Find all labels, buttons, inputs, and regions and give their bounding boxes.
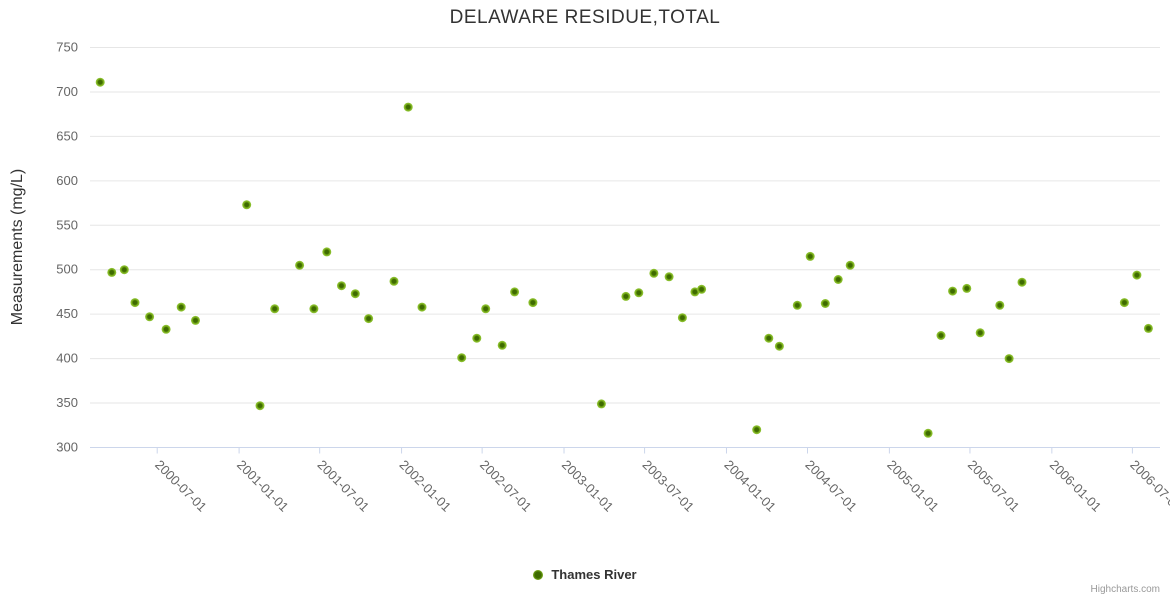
x-axis-label: 2001-07-01 [315, 457, 373, 515]
x-axis-label: 2002-07-01 [477, 457, 535, 515]
data-point[interactable] [833, 275, 843, 284]
data-point[interactable] [497, 340, 507, 350]
data-point[interactable] [191, 315, 200, 325]
data-point[interactable] [95, 77, 105, 87]
data-point[interactable] [145, 312, 155, 322]
data-point[interactable] [634, 288, 644, 298]
data-point[interactable] [1017, 277, 1027, 287]
x-axis-label: 2006-07-01 [1127, 457, 1170, 515]
x-axis-label: 2003-01-01 [559, 457, 617, 515]
y-axis-label: 500 [56, 262, 78, 277]
data-point[interactable] [403, 102, 413, 112]
data-point[interactable] [1143, 323, 1153, 333]
x-axis-label: 2002-01-01 [396, 457, 454, 515]
data-point[interactable] [364, 314, 374, 324]
data-point[interactable] [309, 304, 319, 314]
data-point[interactable] [948, 286, 958, 296]
x-axis-label: 2006-01-01 [1047, 457, 1105, 515]
data-point[interactable] [805, 251, 815, 261]
y-axis-label: 450 [56, 306, 78, 321]
data-point[interactable] [389, 276, 399, 286]
data-point[interactable] [1132, 270, 1142, 280]
data-point[interactable] [510, 287, 520, 297]
data-point[interactable] [962, 283, 972, 293]
x-axis-label: 2001-01-01 [234, 457, 292, 515]
y-axis-label: 700 [56, 84, 78, 99]
x-axis-label: 2003-07-01 [639, 457, 697, 515]
chart-title: DELAWARE RESIDUE,TOTAL [449, 7, 721, 28]
data-point[interactable] [936, 331, 946, 340]
data-point[interactable] [255, 401, 265, 411]
data-point[interactable] [1119, 298, 1129, 308]
data-point[interactable] [107, 267, 117, 277]
data-point[interactable] [995, 300, 1005, 310]
data-point[interactable] [295, 260, 305, 270]
data-point[interactable] [845, 260, 855, 270]
y-axis-label: 300 [56, 440, 78, 455]
x-axis-label: 2005-07-01 [965, 457, 1023, 515]
data-point[interactable] [417, 302, 427, 312]
data-point[interactable] [820, 299, 830, 308]
data-point[interactable] [322, 247, 332, 257]
y-axis-label: 650 [56, 128, 78, 143]
data-point[interactable] [528, 298, 538, 308]
data-point[interactable] [923, 428, 933, 438]
data-point[interactable] [764, 333, 774, 343]
data-point[interactable] [481, 304, 491, 314]
highcharts-credit-link[interactable]: Highcharts.com [1090, 584, 1160, 595]
data-point[interactable] [472, 333, 482, 343]
data-point[interactable] [119, 265, 129, 275]
y-axis-label: 400 [56, 351, 78, 366]
data-point[interactable] [774, 341, 784, 351]
data-point[interactable] [792, 300, 802, 310]
y-axis-label: 600 [56, 173, 78, 188]
data-point[interactable] [677, 313, 687, 323]
data-point[interactable] [752, 425, 762, 435]
y-axis-label: 350 [56, 395, 78, 410]
data-point[interactable] [664, 272, 674, 282]
data-point[interactable] [242, 200, 252, 210]
x-axis-label: 2005-01-01 [884, 457, 942, 515]
legend-item-thames-river[interactable]: Thames River [0, 567, 1170, 582]
data-point[interactable] [270, 304, 280, 314]
legend-marker-icon [533, 569, 544, 580]
data-point[interactable] [596, 399, 606, 409]
x-axis-label: 2004-01-01 [721, 457, 779, 515]
y-axis-label: 750 [56, 40, 78, 55]
data-point[interactable] [457, 353, 467, 363]
data-point[interactable] [130, 298, 140, 308]
legend-series-label: Thames River [551, 567, 637, 582]
data-point[interactable] [621, 291, 631, 301]
x-axis-label: 2004-07-01 [802, 457, 860, 515]
data-point[interactable] [649, 268, 659, 278]
data-point[interactable] [350, 289, 360, 299]
data-point[interactable] [975, 328, 985, 338]
y-axis-label: 550 [56, 217, 78, 232]
data-point[interactable] [161, 324, 171, 334]
x-axis-label: 2000-07-01 [152, 457, 210, 515]
data-point[interactable] [697, 284, 707, 294]
data-point[interactable] [176, 302, 186, 312]
data-point[interactable] [337, 281, 346, 291]
data-point[interactable] [1004, 354, 1014, 364]
